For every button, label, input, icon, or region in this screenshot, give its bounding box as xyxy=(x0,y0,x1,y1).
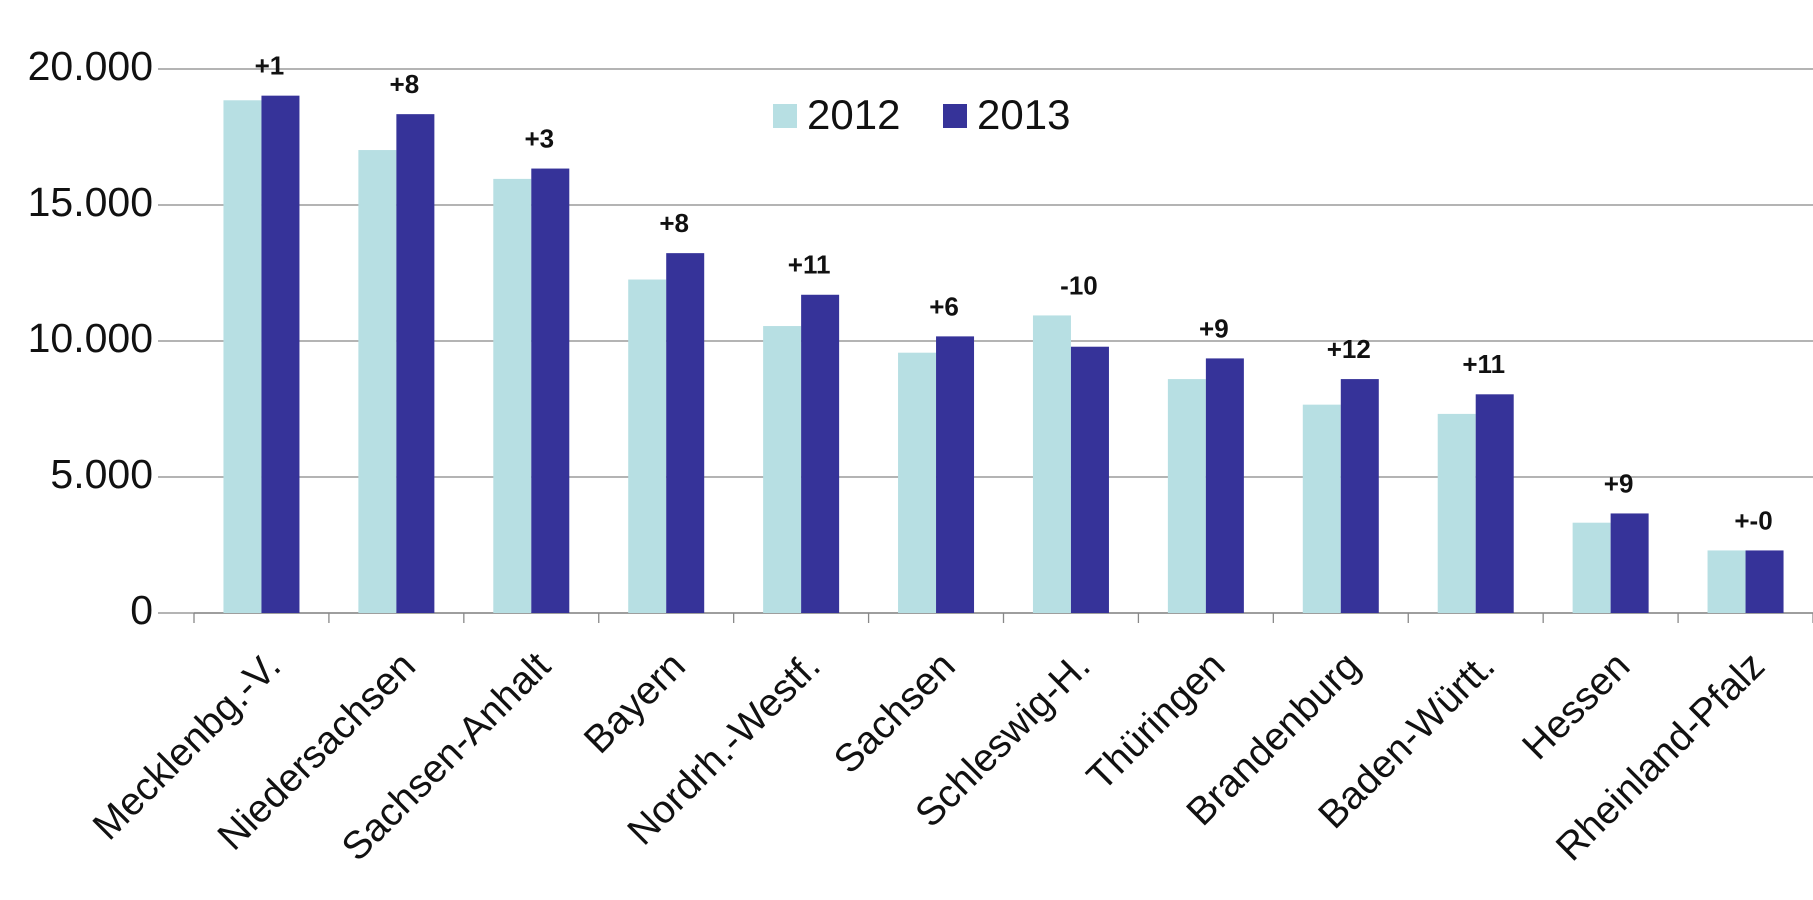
bar xyxy=(1745,550,1784,613)
bar xyxy=(493,178,532,613)
bar xyxy=(531,168,570,613)
change-label: +3 xyxy=(524,123,554,153)
change-label: +1 xyxy=(255,51,285,81)
change-label: +9 xyxy=(1199,313,1229,343)
y-tick-label: 10.000 xyxy=(28,315,153,361)
change-label: +9 xyxy=(1604,468,1634,498)
bar xyxy=(1032,315,1071,613)
change-label: +12 xyxy=(1327,334,1371,364)
bar xyxy=(1707,550,1746,613)
y-tick-label: 5.000 xyxy=(50,451,153,497)
bar xyxy=(223,100,262,613)
y-tick-label: 20.000 xyxy=(28,43,153,89)
x-tick-label: Sachsen xyxy=(826,644,964,782)
legend-label: 2013 xyxy=(977,91,1070,138)
bar xyxy=(936,336,975,613)
bar xyxy=(1437,413,1476,613)
bar xyxy=(396,114,435,613)
change-label: +11 xyxy=(1462,349,1505,379)
bar xyxy=(261,95,300,613)
bar xyxy=(1340,379,1379,613)
x-tick-label: Bayern xyxy=(576,644,694,762)
bar xyxy=(1167,379,1206,613)
bar xyxy=(358,150,397,613)
change-label: +8 xyxy=(390,69,420,99)
x-tick-label: Hessen xyxy=(1514,644,1638,768)
legend-label: 2012 xyxy=(807,91,900,138)
bar xyxy=(1302,404,1341,613)
y-tick-label: 0 xyxy=(130,587,153,633)
bar xyxy=(1205,358,1244,613)
bar xyxy=(1572,522,1611,613)
legend-swatch xyxy=(773,104,797,128)
change-label: +6 xyxy=(929,291,959,321)
change-label: +11 xyxy=(788,250,831,280)
bar xyxy=(801,294,840,613)
bar xyxy=(1475,394,1514,613)
legend-swatch xyxy=(943,104,967,128)
change-label: -10 xyxy=(1060,270,1098,300)
bar xyxy=(628,279,667,613)
bar xyxy=(666,253,705,614)
change-label: +-0 xyxy=(1734,505,1772,535)
y-tick-label: 15.000 xyxy=(28,179,153,225)
change-label: +8 xyxy=(659,208,689,238)
bar xyxy=(763,326,802,613)
bar xyxy=(1610,513,1649,613)
bar xyxy=(1070,346,1109,613)
bar xyxy=(898,352,937,613)
